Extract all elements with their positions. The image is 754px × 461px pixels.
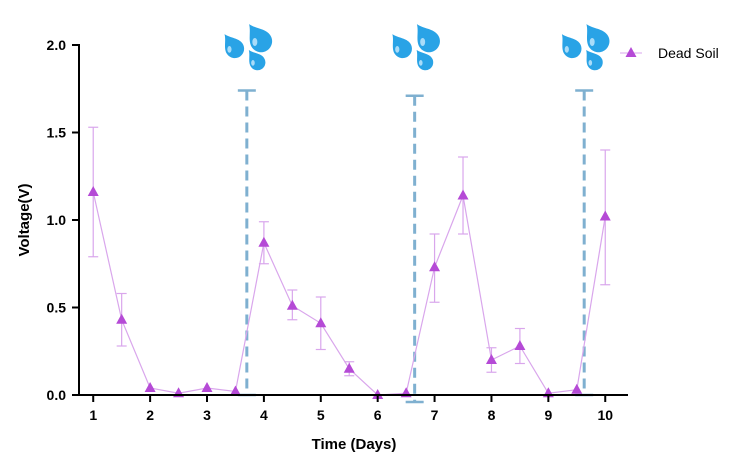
data-point — [485, 354, 497, 364]
data-point — [599, 210, 611, 221]
x-tick-label: 7 — [431, 407, 439, 423]
data-point — [571, 383, 583, 394]
water-droplets-icon — [224, 24, 273, 71]
droplet-highlight — [252, 38, 258, 46]
droplet-highlight — [588, 60, 593, 66]
data-series — [87, 126, 611, 399]
legend-label: Dead Soil — [658, 45, 719, 61]
x-axis-title: Time (Days) — [312, 436, 397, 453]
x-tick-label: 3 — [203, 407, 211, 423]
droplet-highlight — [420, 38, 426, 46]
legend-marker — [625, 47, 637, 57]
droplet-highlight — [564, 46, 569, 53]
data-point — [286, 299, 298, 310]
data-point — [116, 313, 128, 324]
x-tick-label: 1 — [89, 407, 97, 423]
y-axis-title: Voltage(V) — [16, 183, 33, 256]
axes — [78, 44, 628, 396]
droplet — [224, 34, 245, 59]
data-point — [229, 385, 241, 396]
water-droplets-icon — [561, 24, 610, 71]
data-point — [429, 261, 441, 272]
data-point — [201, 382, 213, 392]
legend: Dead Soil — [620, 45, 719, 61]
droplet-highlight — [251, 60, 255, 66]
x-tick-label: 9 — [544, 407, 552, 423]
data-point — [87, 186, 99, 196]
y-tick-label: 2.0 — [47, 37, 67, 53]
data-point — [258, 236, 270, 247]
droplet — [561, 34, 582, 59]
watering-events — [224, 24, 610, 404]
water-droplets-icon — [392, 24, 440, 71]
x-tick-label: 5 — [317, 407, 325, 423]
data-point — [144, 382, 156, 392]
droplet-highlight — [227, 46, 232, 53]
data-point — [514, 340, 526, 350]
droplet — [586, 24, 610, 53]
droplet-highlight — [395, 46, 400, 53]
data-point — [315, 317, 327, 328]
droplet — [249, 24, 273, 53]
data-point — [457, 189, 469, 200]
y-tick-label: 1.0 — [47, 212, 67, 228]
x-tick-label: 8 — [488, 407, 496, 423]
x-tick-label: 10 — [597, 407, 613, 423]
axis-ticks: 0.0 0.5 1.0 1.5 2.0 1 2 3 4 5 6 7 8 9 10 — [47, 37, 614, 423]
y-tick-label: 0.5 — [47, 300, 67, 316]
y-tick-label: 1.5 — [47, 125, 67, 141]
droplet — [392, 34, 412, 59]
droplet-highlight — [589, 38, 595, 46]
data-point — [343, 362, 355, 373]
droplet — [416, 24, 440, 53]
x-tick-label: 6 — [374, 407, 382, 423]
x-tick-label: 2 — [146, 407, 154, 423]
droplet-highlight — [418, 60, 423, 66]
y-tick-label: 0.0 — [47, 387, 67, 403]
x-tick-label: 4 — [260, 407, 268, 423]
